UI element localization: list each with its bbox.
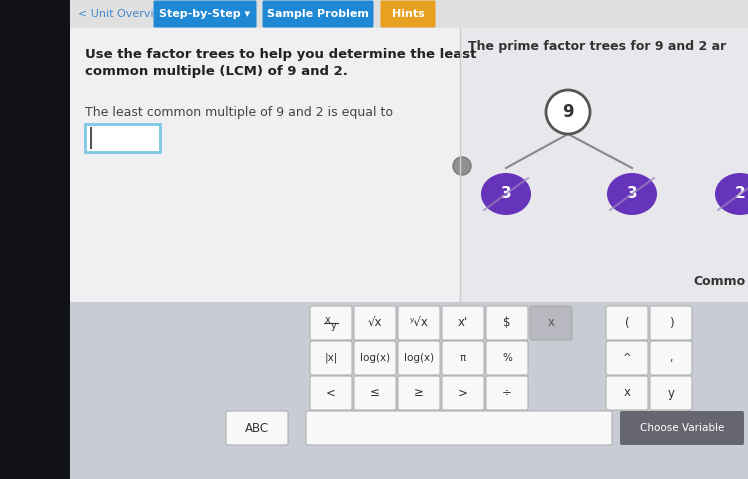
Text: log(x): log(x) [404, 353, 434, 363]
Text: ≥: ≥ [414, 387, 424, 399]
FancyBboxPatch shape [606, 341, 648, 375]
FancyBboxPatch shape [530, 306, 572, 340]
Text: x': x' [458, 317, 468, 330]
FancyBboxPatch shape [310, 306, 352, 340]
FancyBboxPatch shape [0, 0, 70, 479]
FancyBboxPatch shape [70, 302, 748, 479]
Text: ABC: ABC [245, 422, 269, 434]
FancyBboxPatch shape [85, 124, 160, 152]
Text: $: $ [503, 317, 511, 330]
Text: ≤: ≤ [370, 387, 380, 399]
FancyBboxPatch shape [263, 0, 373, 27]
Text: %: % [502, 353, 512, 363]
FancyBboxPatch shape [354, 341, 396, 375]
Text: < Unit Overview: < Unit Overview [78, 9, 170, 19]
FancyBboxPatch shape [310, 341, 352, 375]
Text: 2: 2 [735, 186, 745, 202]
Text: √x: √x [368, 317, 382, 330]
Text: Choose Variable: Choose Variable [640, 423, 724, 433]
FancyBboxPatch shape [650, 306, 692, 340]
Text: ,: , [669, 353, 672, 363]
Text: common multiple (LCM) of 9 and 2.: common multiple (LCM) of 9 and 2. [85, 65, 348, 78]
Text: The least common multiple of 9 and 2 is equal to: The least common multiple of 9 and 2 is … [85, 106, 393, 119]
Text: 3: 3 [500, 186, 512, 202]
Text: (: ( [625, 317, 629, 330]
Ellipse shape [481, 173, 531, 215]
Text: ): ) [669, 317, 673, 330]
FancyBboxPatch shape [310, 376, 352, 410]
Text: ^: ^ [622, 353, 631, 363]
FancyBboxPatch shape [153, 0, 257, 27]
Text: >: > [458, 387, 468, 399]
FancyBboxPatch shape [442, 306, 484, 340]
Text: y: y [667, 387, 675, 399]
Text: |x|: |x| [325, 353, 337, 363]
FancyBboxPatch shape [381, 0, 435, 27]
Text: x: x [325, 315, 331, 325]
FancyBboxPatch shape [398, 341, 440, 375]
Text: <: < [326, 387, 336, 399]
FancyBboxPatch shape [486, 376, 528, 410]
FancyBboxPatch shape [398, 306, 440, 340]
FancyBboxPatch shape [606, 306, 648, 340]
FancyBboxPatch shape [606, 376, 648, 410]
FancyBboxPatch shape [226, 411, 288, 445]
Text: Step-by-Step ▾: Step-by-Step ▾ [159, 9, 251, 19]
FancyBboxPatch shape [354, 306, 396, 340]
Text: Use the factor trees to help you determine the least: Use the factor trees to help you determi… [85, 48, 476, 61]
FancyBboxPatch shape [354, 376, 396, 410]
Text: Commo: Commo [694, 275, 746, 288]
FancyBboxPatch shape [442, 376, 484, 410]
Text: 3: 3 [627, 186, 637, 202]
FancyBboxPatch shape [620, 411, 744, 445]
Text: Sample Problem: Sample Problem [267, 9, 369, 19]
Text: x: x [624, 387, 631, 399]
FancyBboxPatch shape [486, 306, 528, 340]
Text: The prime factor trees for 9 and 2 ar: The prime factor trees for 9 and 2 ar [468, 40, 726, 53]
FancyBboxPatch shape [650, 376, 692, 410]
Ellipse shape [715, 173, 748, 215]
FancyBboxPatch shape [70, 28, 460, 302]
Text: ÷: ÷ [502, 387, 512, 399]
Text: log(x): log(x) [360, 353, 390, 363]
Text: 9: 9 [562, 103, 574, 121]
FancyBboxPatch shape [442, 341, 484, 375]
FancyBboxPatch shape [70, 0, 748, 28]
FancyBboxPatch shape [650, 341, 692, 375]
FancyBboxPatch shape [486, 341, 528, 375]
Text: ʸ√x: ʸ√x [410, 317, 429, 330]
Circle shape [546, 90, 590, 134]
Ellipse shape [607, 173, 657, 215]
Text: x: x [548, 317, 554, 330]
Text: Hints: Hints [392, 9, 424, 19]
FancyBboxPatch shape [460, 28, 748, 302]
Text: y: y [331, 321, 337, 331]
Circle shape [453, 157, 471, 175]
FancyBboxPatch shape [306, 411, 612, 445]
Text: π: π [460, 353, 466, 363]
FancyBboxPatch shape [398, 376, 440, 410]
